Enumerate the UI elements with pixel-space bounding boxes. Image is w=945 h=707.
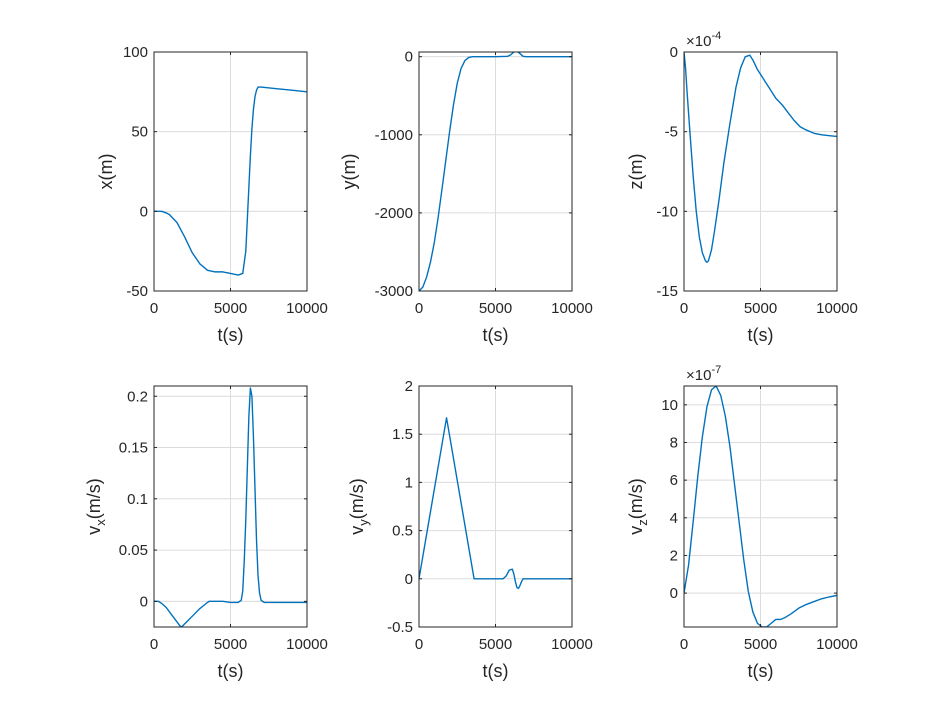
subplot-6-y-tick-label: 10	[661, 397, 678, 414]
subplot-1-y-tick-label: -50	[126, 283, 148, 300]
subplot-3-y-axis-label: z(m)	[626, 154, 646, 190]
subplot-2: 0 5000 10000 -3000 -2000 -1000 0 t(s) y(m)	[339, 49, 593, 345]
subplot-6-exponent-label: ×10-7	[686, 364, 721, 384]
subplot-2-x-tick-label: 0	[415, 300, 423, 317]
subplot-2-x-tick-label: 10000	[551, 300, 593, 317]
subplot-4-y-tick-label: 0.2	[127, 388, 148, 405]
subplot-1-x-tick-label: 10000	[286, 300, 328, 317]
subplot-5-x-tick-label: 10000	[551, 636, 593, 653]
subplot-1-y-tick-label: 50	[131, 124, 148, 141]
subplot-6-x-tick-label: 10000	[816, 636, 858, 653]
subplot-1-x-tick-label: 0	[150, 300, 158, 317]
subplot-2-x-axis-label: t(s)	[483, 325, 509, 345]
subplot-1-y-axis-label: x(m)	[96, 154, 116, 190]
subplot-3-y-tick-label: -5	[665, 124, 678, 141]
subplot-1-series-line-1	[154, 86, 307, 276]
subplot-2-x-tick-label: 5000	[479, 300, 512, 317]
subplot-6-x-axis-label: t(s)	[748, 661, 774, 681]
subplot-6-y-tick-label: 6	[670, 472, 678, 489]
subplot-5-y-tick-label: 0	[405, 571, 413, 588]
subplot-3-x-tick-label: 5000	[744, 300, 777, 317]
subplot-2-y-tick-label: 0	[405, 49, 413, 66]
subplot-6: 0 5000 10000 0 2 4 6 8 10 ×10-7 t(s) vz(m/s)	[626, 364, 858, 681]
subplot-5-x-axis-label: t(s)	[483, 661, 509, 681]
subplot-4-x-tick-label: 5000	[214, 636, 247, 653]
subplot-3-x-tick-label: 10000	[816, 300, 858, 317]
subplot-5-y-axis-label: vy(m/s)	[347, 478, 371, 534]
subplot-3-series-line-1	[684, 52, 837, 264]
subplot-5-y-tick-label: 2	[405, 378, 413, 395]
subplot-4-y-axis-label: vx(m/s)	[84, 478, 108, 534]
subplot-3-x-tick-label: 0	[680, 300, 688, 317]
subplot-2-y-tick-label: -3000	[375, 283, 413, 300]
subplot-4-x-tick-label: 0	[150, 636, 158, 653]
subplot-6-x-tick-label: 5000	[744, 636, 777, 653]
subplot-3-y-tick-label: 0	[670, 44, 678, 61]
subplot-4-x-tick-label: 10000	[286, 636, 328, 653]
subplot-4-y-tick-label: 0.15	[119, 440, 148, 457]
subplot-6-y-axis-label: vz(m/s)	[626, 478, 650, 534]
subplot-4: 0 5000 10000 0 0.05 0.1 0.15 0.2 t(s) vx(m/s)	[84, 385, 328, 681]
subplot-4-y-tick-label: 0.05	[119, 542, 148, 559]
subplot-3-exponent-label: ×10-4	[686, 30, 721, 50]
subplot-5-x-tick-label: 0	[415, 636, 423, 653]
subplot-1-y-tick-label: 100	[123, 44, 148, 61]
subplot-1-x-axis-label: t(s)	[218, 325, 244, 345]
subplot-3-x-axis-label: t(s)	[748, 325, 774, 345]
subplot-2-series-line-1	[419, 52, 572, 291]
subplot-5: 0 5000 10000-0.500.511.52t(s)vy(m/s)	[347, 378, 593, 681]
subplot-6-y-tick-label: 4	[670, 510, 678, 527]
subplot-6-x-tick-label: 0	[680, 636, 688, 653]
subplot-6-y-tick-label: 0	[670, 585, 678, 602]
subplot-5-y-tick-label: 0.5	[392, 523, 413, 540]
subplot-5-series-line-1	[419, 417, 572, 590]
subplot-3-y-tick-label: -10	[656, 203, 678, 220]
subplot-6-y-tick-label: 2	[670, 547, 678, 564]
subplot-5-y-tick-label: 1.5	[392, 426, 413, 443]
subplot-2-y-tick-label: -1000	[375, 127, 413, 144]
subplot-6-series-line-1	[684, 386, 837, 627]
subplot-4-series-line-1	[154, 387, 307, 627]
subplot-5-y-tick-label: 1	[405, 474, 413, 491]
subplot-3-y-tick-label: -15	[656, 283, 678, 300]
subplot-5-x-tick-label: 5000	[479, 636, 512, 653]
subplot-1-x-tick-label: 5000	[214, 300, 247, 317]
subplot-4-x-axis-label: t(s)	[218, 661, 244, 681]
subplot-4-y-tick-label: 0.1	[127, 491, 148, 508]
subplot-3: 0 5000 10000 -15 -10 -5 0 ×10-4 t(s) z(m)	[626, 30, 858, 345]
subplot-1-y-tick-label: 0	[140, 203, 148, 220]
subplot-5-y-tick-label: -0.5	[387, 619, 413, 636]
subplot-2-y-tick-label: -2000	[375, 205, 413, 222]
subplot-2-y-axis-label: y(m)	[339, 154, 359, 190]
subplot-6-y-tick-label: 8	[670, 434, 678, 451]
subplot-4-y-tick-label: 0	[140, 593, 148, 610]
